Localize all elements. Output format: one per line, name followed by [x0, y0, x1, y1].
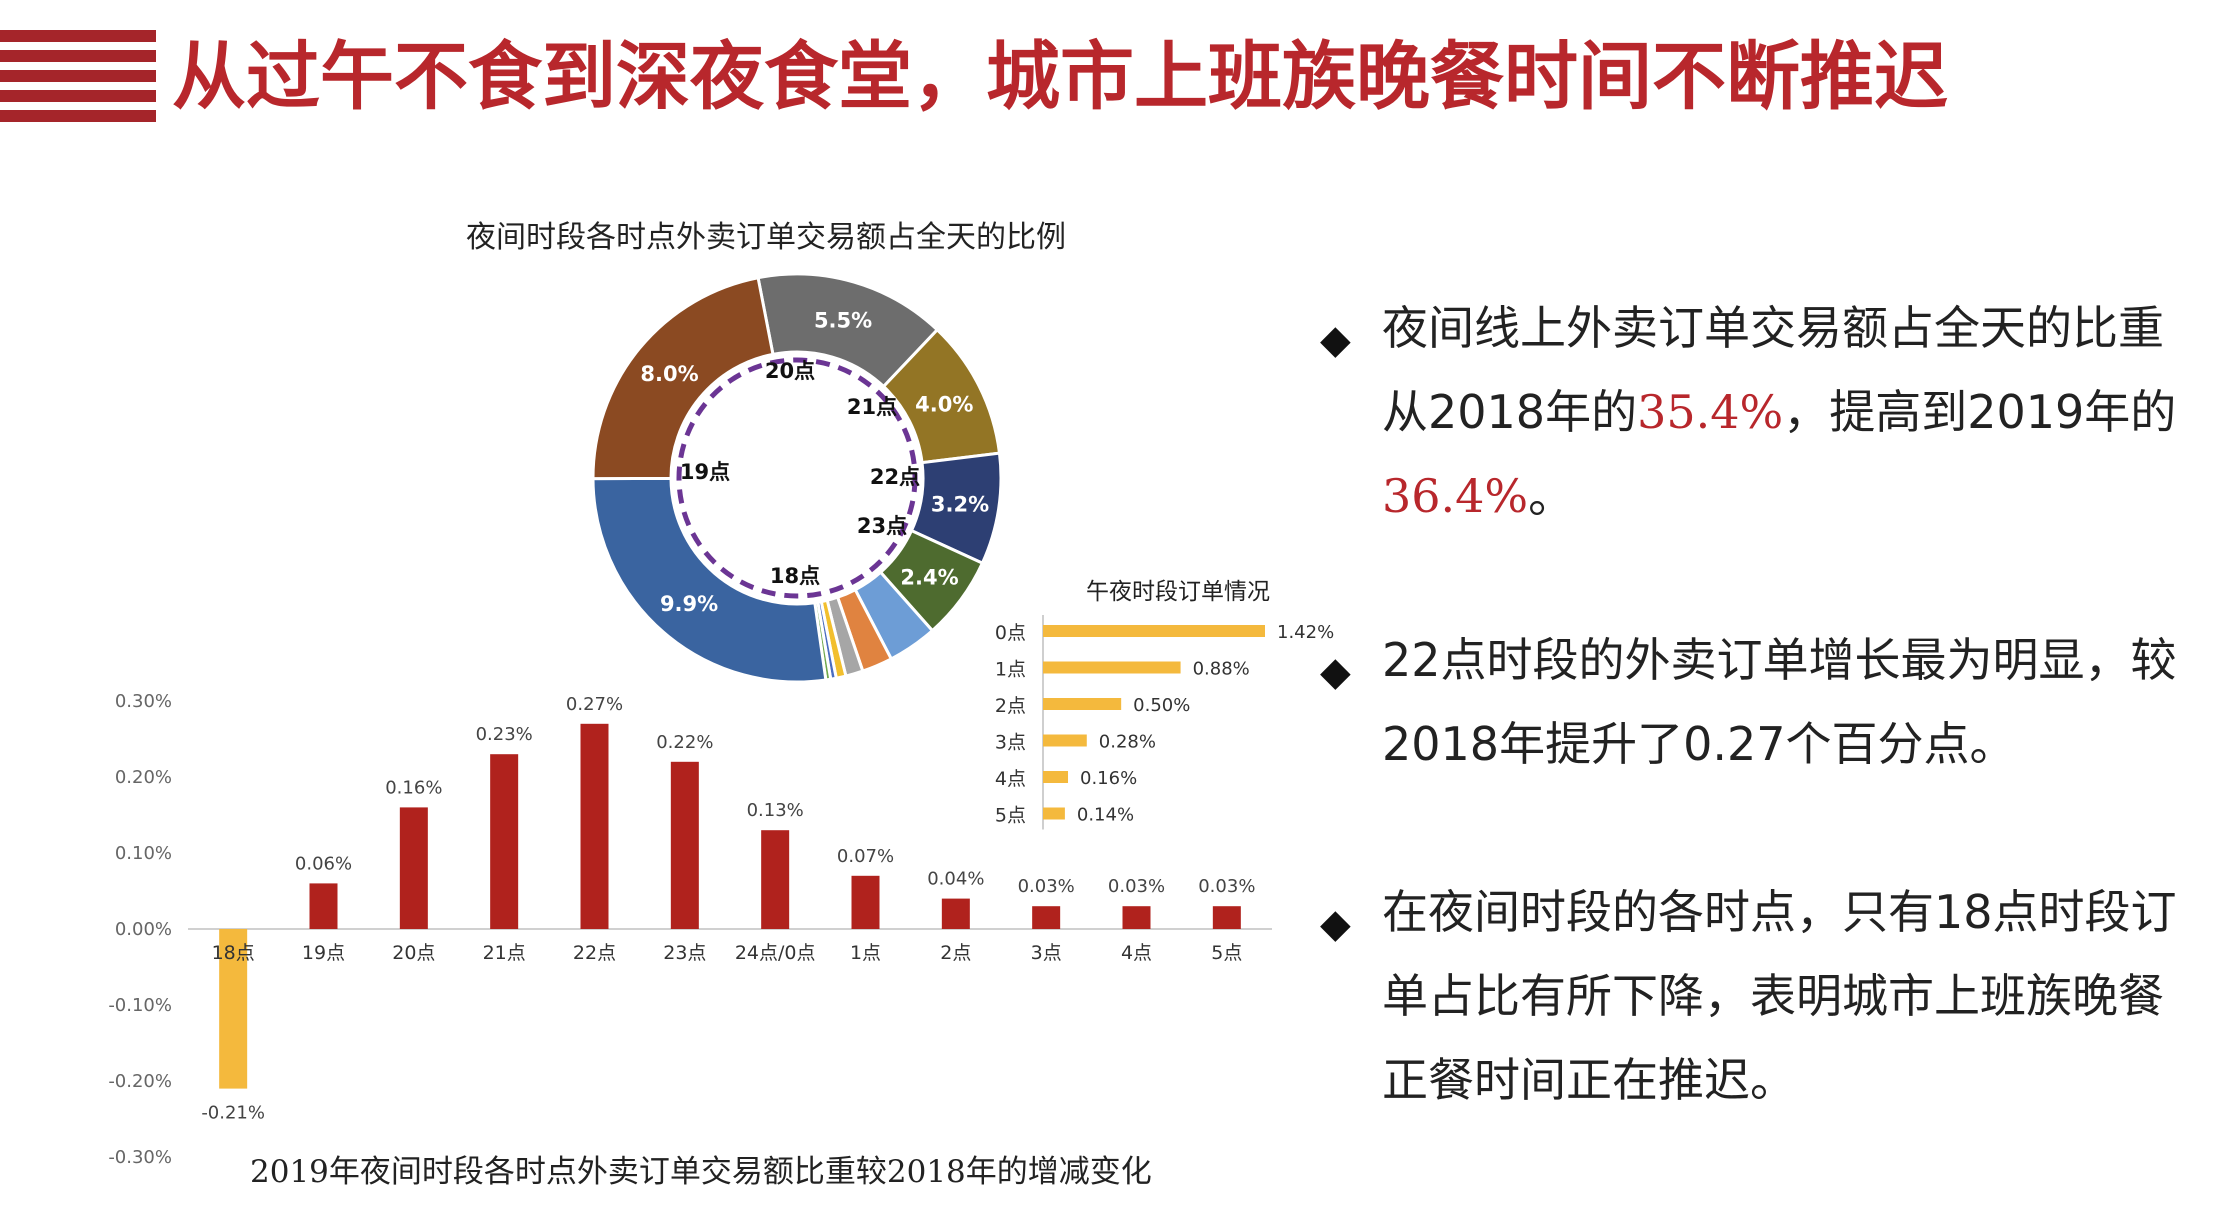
donut-value-label: 5.5%: [814, 309, 872, 333]
hbar-value-label: 0.16%: [1080, 768, 1137, 789]
bar-ytick-label: -0.20%: [108, 1071, 172, 1092]
bar-category-label: 19点: [302, 942, 345, 964]
bar-24-0: [761, 830, 790, 929]
bar-value-label: 0.22%: [656, 732, 713, 753]
bar-category-label: 23点: [663, 942, 706, 964]
hbar-category-label: 0点: [995, 622, 1026, 644]
bar-3: [1032, 906, 1061, 929]
donut-value-label: 8.0%: [640, 362, 698, 386]
bar-category-label: 1点: [850, 942, 881, 964]
bar-19: [309, 883, 338, 929]
hbar-value-label: 1.42%: [1277, 622, 1334, 643]
bar-value-label: 0.07%: [837, 846, 894, 867]
title-decoration-bars: [0, 30, 156, 122]
bar-category-label: 20点: [392, 942, 435, 964]
bar-value-label: 0.23%: [476, 724, 533, 745]
hbar-bar-4: [1043, 771, 1069, 783]
diamond-icon: ◆: [1320, 317, 1351, 363]
hbar-bar-3: [1043, 734, 1087, 747]
bullet-1-value-2019: 36.4%: [1382, 469, 1529, 523]
bar-value-label: 0.03%: [1198, 876, 1255, 897]
hbar-value-label: 0.50%: [1133, 695, 1190, 716]
bar-category-label: 21点: [483, 942, 526, 964]
hbar-value-label: 0.14%: [1077, 805, 1134, 826]
donut-value-label: 4.0%: [915, 393, 973, 417]
bar-ytick-label: 0.00%: [115, 919, 172, 940]
donut-inner-ring: [676, 357, 918, 599]
bar-category-label: 22点: [573, 942, 616, 964]
bar-2: [941, 898, 970, 929]
bullet-1-end: 。: [1528, 469, 1575, 523]
bar-22: [580, 723, 609, 929]
bar-4: [1122, 906, 1151, 929]
donut-value-label: 2.4%: [900, 565, 958, 589]
hbar-category-label: 5点: [995, 805, 1026, 827]
donut-inner-label-2: 22点: [870, 465, 920, 489]
bar-20: [399, 807, 428, 929]
page-title: 从过午不食到深夜食堂，城市上班族晚餐时间不断推迟: [172, 34, 1948, 120]
bar-value-label: 0.16%: [385, 777, 442, 798]
bullet-1-text: 夜间线上外卖订单交易额占全天的比重从2018年的: [1382, 301, 2164, 439]
hbar-bar-1: [1043, 661, 1181, 674]
bar-ytick-label: -0.30%: [108, 1147, 172, 1168]
donut-slice-18-10: [591, 476, 828, 684]
bar-ytick-label: -0.10%: [108, 995, 172, 1016]
donut-chart-title: 夜间时段各时点外卖订单交易额占全天的比例: [466, 220, 1066, 255]
bar-5: [1212, 906, 1241, 929]
hbar-category-label: 4点: [995, 768, 1026, 790]
donut-inner-label-5: 19点: [680, 460, 730, 484]
bullet-2-text: 22点时段的外卖订单增长最为明显，较2018年提升了0.27个百分点。: [1382, 633, 2177, 771]
bullet-item-2: ◆ 22点时段的外卖订单增长最为明显，较2018年提升了0.27个百分点。: [1320, 618, 2182, 786]
donut-slice-19-11: [591, 275, 775, 481]
bar-23: [670, 761, 699, 929]
bar-ytick-label: 0.30%: [115, 691, 172, 712]
bar-value-label: 0.04%: [927, 869, 984, 890]
hbar-value-label: 0.88%: [1193, 659, 1250, 680]
midnight-chart-title: 午夜时段订单情况: [1086, 579, 1270, 605]
donut-inner-label-3: 23点: [857, 514, 907, 538]
bullet-item-3: ◆ 在夜间时段的各时点，只有18点时段订单占比有所下降，表明城市上班族晚餐正餐时…: [1320, 870, 2182, 1122]
bar-value-label: 0.06%: [295, 853, 352, 874]
bullet-1-value-2018: 35.4%: [1637, 385, 1784, 439]
change-chart-title: 2019年夜间时段各时点外卖订单交易额比重较2018年的增减变化: [250, 1154, 1152, 1190]
bar-category-label: 24点/0点: [735, 942, 816, 964]
hbar-category-label: 3点: [995, 732, 1026, 754]
hbar-category-label: 1点: [995, 659, 1026, 681]
donut-inner-label-1: 21点: [847, 395, 897, 419]
bar-value-label: 0.03%: [1108, 876, 1165, 897]
bar-18: [219, 929, 248, 1089]
donut-inner-label-4: 18点: [770, 564, 820, 588]
bar-category-label: 18点: [212, 942, 255, 964]
hbar-category-label: 2点: [995, 695, 1026, 717]
bar-category-label: 2点: [940, 942, 971, 964]
hbar-bar-0: [1043, 625, 1265, 637]
diamond-icon: ◆: [1320, 649, 1351, 695]
bar-category-label: 5点: [1211, 942, 1242, 964]
hbar-value-label: 0.28%: [1099, 732, 1156, 753]
bar-value-label: 0.03%: [1018, 876, 1075, 897]
bar-category-label: 3点: [1031, 942, 1062, 964]
bar-ytick-label: 0.10%: [115, 843, 172, 864]
diamond-icon: ◆: [1320, 901, 1351, 947]
donut-value-label: 3.2%: [931, 492, 989, 516]
hbar-bar-5: [1043, 807, 1065, 820]
bar-value-label: 0.27%: [566, 694, 623, 715]
bar-value-label: 0.13%: [747, 800, 804, 821]
bullet-item-1: ◆ 夜间线上外卖订单交易额占全天的比重从2018年的35.4%，提高到2019年…: [1320, 286, 2182, 538]
bar-category-label: 4点: [1121, 942, 1152, 964]
donut-inner-label-0: 20点: [765, 359, 815, 383]
donut-value-label: 9.9%: [660, 592, 718, 616]
bar-1: [851, 875, 880, 929]
bullet-1-mid: ，提高到2019年的: [1783, 385, 2177, 439]
bar-value-label: -0.21%: [201, 1103, 265, 1124]
hbar-bar-2: [1043, 698, 1122, 710]
bullet-3-text: 在夜间时段的各时点，只有18点时段订单占比有所下降，表明城市上班族晚餐正餐时间正…: [1382, 885, 2177, 1107]
bar-21: [490, 754, 519, 929]
bar-ytick-label: 0.20%: [115, 767, 172, 788]
